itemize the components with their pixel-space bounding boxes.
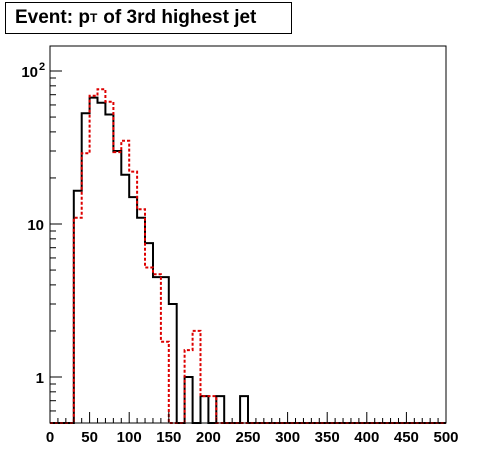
histogram-series-solid [50, 96, 446, 424]
x-tick-label: 250 [235, 429, 260, 446]
y-tick-exponent: 2 [39, 61, 45, 73]
x-tick-label: 50 [81, 429, 98, 446]
x-tick-label: 400 [354, 429, 379, 446]
x-tick-label: 300 [275, 429, 300, 446]
x-tick-label: 450 [394, 429, 419, 446]
histogram-series-layer [50, 88, 446, 424]
x-tick-label: 150 [156, 429, 181, 446]
y-tick-label: 1 [36, 370, 44, 387]
x-tick-label: 500 [433, 429, 458, 446]
histogram-series-dotted [50, 88, 446, 424]
chart-title-subscript: T [89, 11, 98, 25]
chart-title-suffix: of 3rd highest jet [103, 7, 257, 28]
x-tick-label: 350 [315, 429, 340, 446]
y-tick-label: 10 [27, 217, 44, 234]
y-tick-label: 10 [21, 64, 38, 81]
x-tick-label: 200 [196, 429, 221, 446]
chart-title-prefix: Event: p [15, 7, 90, 28]
x-tick-label: 0 [46, 429, 54, 446]
x-tick-label: 100 [117, 429, 142, 446]
